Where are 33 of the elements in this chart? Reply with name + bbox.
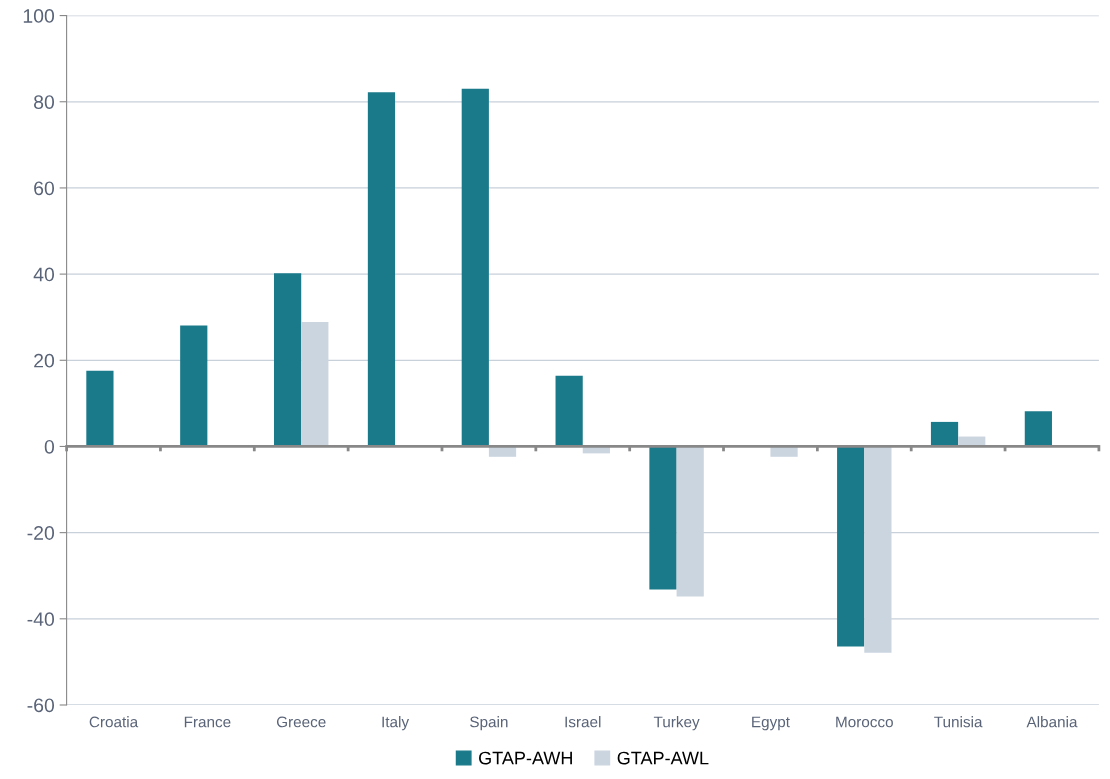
x-tick-label: Italy [382, 716, 410, 731]
x-tick-label: France [184, 716, 231, 728]
y-tick-label: 20 [34, 353, 55, 368]
bar [274, 273, 302, 447]
bar [1024, 411, 1052, 447]
bar [770, 446, 798, 457]
y-tick-label: -40 [27, 612, 55, 627]
x-tick-label: Greece [276, 716, 326, 728]
x-tick-label: Tunisia [934, 716, 983, 728]
bar [930, 421, 959, 447]
bar [837, 446, 865, 647]
y-tick-label: 100 [23, 9, 55, 23]
y-tick-label: 40 [33, 267, 55, 282]
bar [86, 370, 114, 447]
x-tick-label: Morocco [836, 716, 893, 728]
y-tick-label: -60 [27, 698, 55, 713]
legend-label: GTAP-AWH [479, 751, 572, 765]
bar [461, 88, 489, 447]
x-tick-label: Croatia [89, 716, 139, 728]
x-tick-label: Israel [565, 716, 601, 728]
y-tick-label: -20 [27, 526, 55, 540]
y-tick-label: 80 [34, 95, 55, 109]
x-tick-label: Turkey [653, 716, 700, 731]
bar [649, 446, 677, 590]
x-tick-label: Spain [470, 716, 508, 731]
bar [180, 325, 208, 447]
y-tick-label: 0 [44, 439, 55, 454]
bar [555, 375, 583, 447]
x-tick-label: Egypt [752, 716, 790, 731]
bar [367, 92, 396, 447]
x-tick-label: Albania [1026, 716, 1078, 728]
y-tick-label: 60 [34, 181, 55, 196]
legend-label: GTAP-AWL [617, 751, 709, 765]
